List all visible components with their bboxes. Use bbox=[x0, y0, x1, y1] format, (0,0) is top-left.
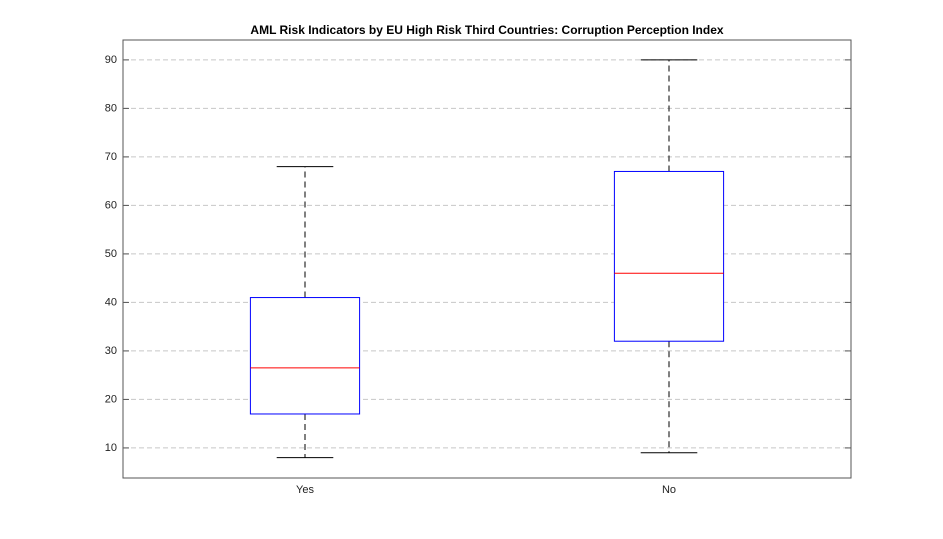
y-tick-label: 20 bbox=[105, 393, 117, 405]
x-tick-label: Yes bbox=[296, 484, 314, 496]
chart-title: AML Risk Indicators by EU High Risk Thir… bbox=[250, 23, 723, 37]
y-tick-label: 10 bbox=[105, 442, 117, 454]
box bbox=[613, 170, 725, 342]
y-tick-label: 30 bbox=[105, 345, 117, 357]
plot-frame bbox=[122, 39, 852, 479]
box bbox=[249, 297, 361, 415]
y-tick-label: 90 bbox=[105, 54, 117, 66]
y-tick-label: 50 bbox=[105, 248, 117, 260]
x-tick-label: No bbox=[662, 484, 676, 496]
y-tick-label: 40 bbox=[105, 296, 117, 308]
y-tick-label: 80 bbox=[105, 102, 117, 114]
y-tick-label: 70 bbox=[105, 151, 117, 163]
y-tick-label: 60 bbox=[105, 199, 117, 211]
